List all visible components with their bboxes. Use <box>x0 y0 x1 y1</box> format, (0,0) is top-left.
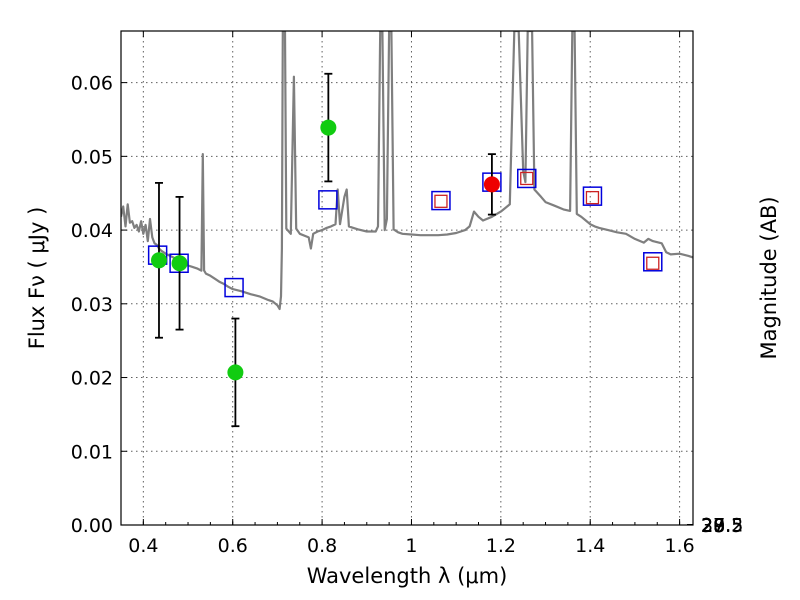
red-square-marker <box>646 256 660 270</box>
red-square-marker <box>585 190 600 205</box>
blue-square-marker <box>318 190 338 210</box>
green-data-point <box>320 119 337 136</box>
blue-square-marker <box>224 277 244 298</box>
x-tick-label: 0.6 <box>218 535 248 557</box>
mag-tick-label: 28.5 <box>701 515 743 537</box>
blue-square-marker <box>431 190 451 211</box>
blue-square-marker <box>643 252 663 272</box>
y-tick-label: 0.05 <box>71 146 113 168</box>
plot-area <box>121 31 693 428</box>
x-tick-label: 1 <box>405 535 417 557</box>
y-tick-label: 0.01 <box>71 441 113 463</box>
mag-tick-label: 27.2 <box>701 515 743 537</box>
red-data-point <box>483 176 500 193</box>
x-tick-label: 1.4 <box>575 535 605 557</box>
x-tick-label: 1.6 <box>664 535 694 557</box>
red-square-marker <box>434 194 448 208</box>
x-tick-label: 0.8 <box>307 535 337 557</box>
x-tick-label: 1.2 <box>486 535 516 557</box>
x-tick-label: 0.4 <box>128 535 158 557</box>
x-axis-title: Wavelength λ (μm) <box>307 564 508 588</box>
blue-square-marker <box>517 168 537 189</box>
y-tick-label: 0.04 <box>71 220 113 242</box>
axes-layer: 0.4 0.6 0.8 1 1.2 1.4 1.6 0.00 0.01 0.02 0.03 0.04 0… <box>71 31 743 557</box>
green-data-point <box>171 255 188 272</box>
mag-tick-label: 27 <box>701 515 725 537</box>
mag-tick-label: 28 <box>701 515 725 537</box>
blue-square-marker <box>582 186 603 206</box>
mag-tick-label: 29 <box>701 515 725 537</box>
green-data-point <box>150 252 167 269</box>
y-tick-label: 0.00 <box>71 515 113 537</box>
red-square-marker <box>520 171 534 186</box>
plot-frame <box>120 30 694 526</box>
y-axis-title: Flux Fν ( μJy ) <box>25 207 49 350</box>
green-data-point <box>227 364 244 381</box>
y-tick-label: 0.02 <box>71 368 113 390</box>
grid-layer <box>121 31 693 526</box>
mag-tick-label: 30 <box>701 515 725 537</box>
y-tick-label: 0.06 <box>71 73 113 95</box>
right-axis-title: Magnitude (AB) <box>757 196 781 359</box>
y-tick-label: 0.03 <box>71 294 113 316</box>
spectrum-line <box>121 31 693 311</box>
mag-tick-label: 27.5 <box>701 515 743 537</box>
